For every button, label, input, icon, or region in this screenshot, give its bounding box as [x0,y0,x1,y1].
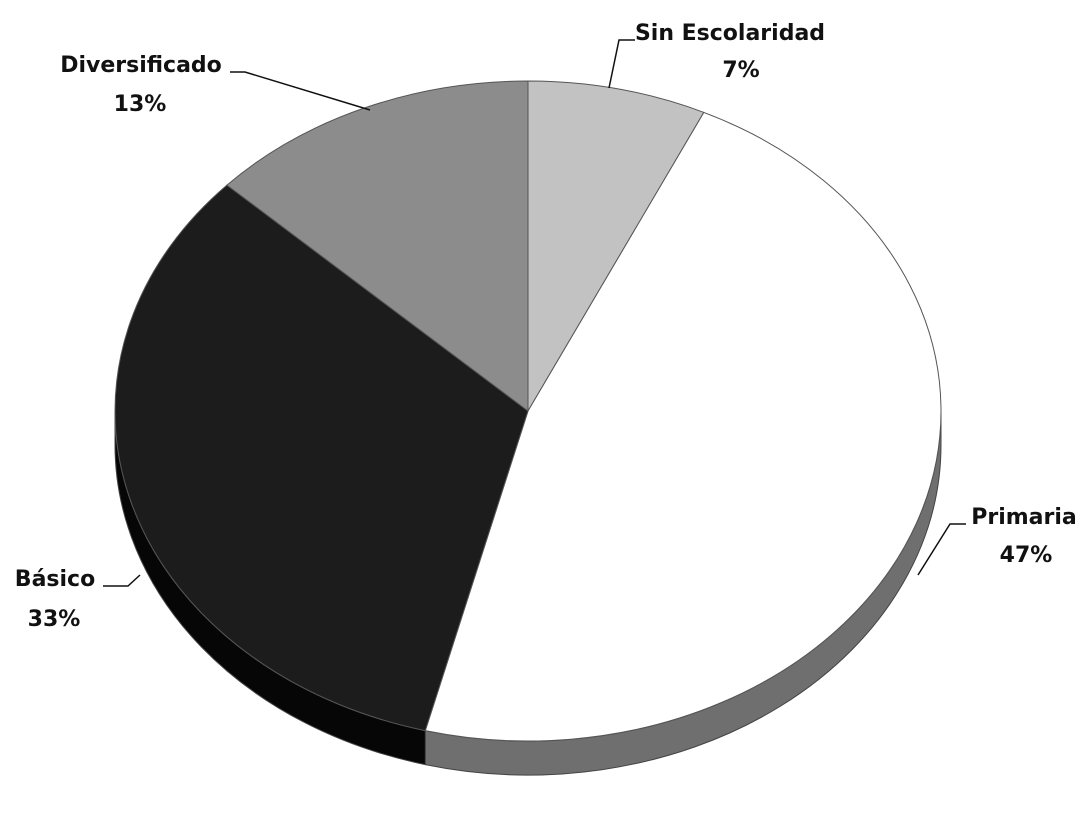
slice-value-primaria: 47% [1000,543,1053,568]
leader-primaria [917,523,966,576]
slice-sin-escolaridad [527,80,705,413]
slice-value-basico: 33% [28,607,81,632]
pie-slices-layer [114,80,942,742]
slice-value-sin-escolaridad: 7% [722,58,759,83]
slice-value-diversificado: 13% [114,92,167,117]
slice-label-diversificado: Diversificado [60,53,222,78]
slice-basico [114,184,529,732]
leader-basico [103,574,141,587]
leader-diversificado [230,71,371,111]
leader-sin-escolaridad [608,39,635,89]
slice-label-basico: Básico [15,567,95,592]
slice-label-primaria: Primaria [971,505,1077,530]
slice-label-sin-escolaridad: Sin Escolaridad [635,21,825,46]
slice-primaria [424,111,942,742]
leader-lines-layer [103,39,966,587]
